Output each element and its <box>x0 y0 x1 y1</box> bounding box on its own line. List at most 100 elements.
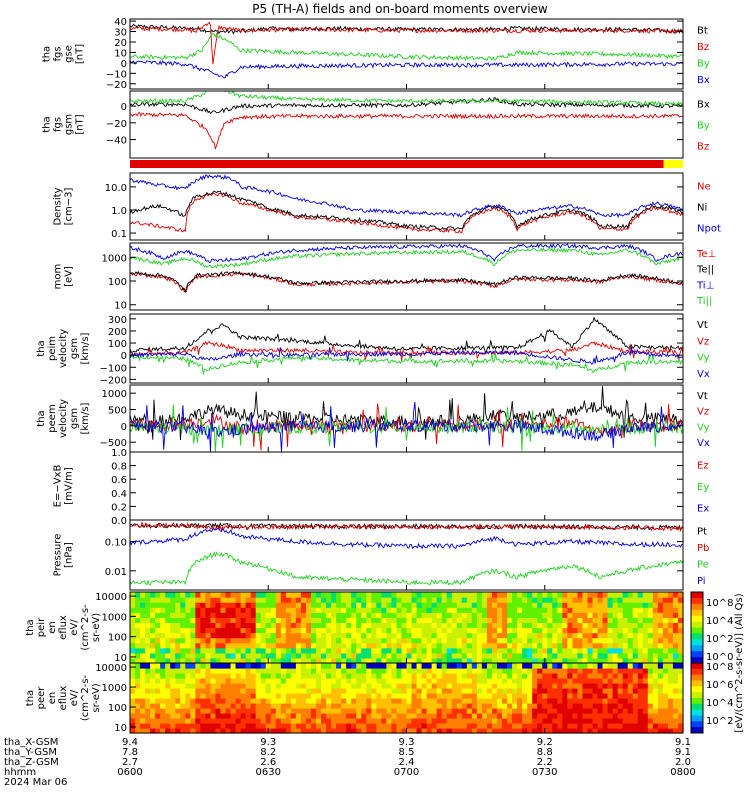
spectrogram-cell <box>672 602 679 608</box>
spectrogram-cell <box>632 663 639 669</box>
spectrogram-cell <box>130 617 136 624</box>
spectrogram-cell <box>607 723 614 729</box>
spectrogram-cell <box>376 713 382 719</box>
spectrogram-cell <box>466 637 473 644</box>
spectrogram-cell <box>622 693 629 699</box>
spectrogram-cell <box>280 642 287 649</box>
spectrogram-cell <box>255 632 262 639</box>
spectrogram-cell <box>602 622 609 629</box>
spectrogram-cell <box>441 607 448 613</box>
spectrogram-cell <box>135 678 141 684</box>
spectrogram-cell <box>622 728 629 734</box>
spectrogram-cell <box>260 708 267 714</box>
spectrogram-cell <box>140 673 146 679</box>
spectrogram-cell <box>517 678 523 684</box>
y-tick-label: 0 <box>121 59 127 70</box>
spectrogram-cell <box>280 627 287 634</box>
spectrogram-cell <box>527 663 533 669</box>
spectrogram-cell <box>537 617 543 624</box>
spectrogram-cell <box>225 627 232 634</box>
spectrogram-cell <box>587 612 594 618</box>
spectrogram-cell <box>130 652 136 659</box>
spectrogram-cell <box>637 693 644 699</box>
y-tick-label: 1000 <box>102 612 127 623</box>
spectrogram-cell <box>421 652 428 659</box>
spectrogram-cell <box>421 663 428 669</box>
spectrogram-cell <box>517 612 523 618</box>
spectrogram-cell <box>200 597 207 603</box>
spectrogram-cell <box>260 728 267 734</box>
spectrogram-cell <box>612 627 619 634</box>
spectrogram-cell <box>476 627 483 634</box>
spectrogram-cell <box>386 602 393 608</box>
spectrogram-cell <box>582 607 589 613</box>
spectrogram-cell <box>507 703 513 709</box>
spectrogram-cell <box>300 718 307 724</box>
spectrogram-cell <box>491 657 498 664</box>
spectrogram-cell <box>275 663 282 669</box>
legend-entry: Vz <box>697 336 709 347</box>
spectrogram-cell <box>466 683 473 689</box>
spectrogram-cell <box>356 627 362 634</box>
spectrogram-cell <box>642 713 649 719</box>
spectrogram-cell <box>210 723 217 729</box>
spectrogram-cell <box>195 723 201 729</box>
spectrogram-cell <box>537 602 543 608</box>
spectrogram-cell <box>527 612 533 618</box>
spectrogram-cell <box>592 627 599 634</box>
spectrogram-cell <box>190 673 196 679</box>
spectrogram-cell <box>381 632 387 639</box>
spectrogram-cell <box>321 657 327 664</box>
spectrogram-cell <box>140 668 146 674</box>
spectrogram-cell <box>607 627 614 634</box>
spectrogram-cell <box>446 698 453 704</box>
spectrogram-cell <box>235 607 242 613</box>
spectrogram-cell <box>305 703 312 709</box>
spectrogram-cell <box>451 632 458 639</box>
spectrogram-cell <box>215 622 222 629</box>
spectrogram-cell <box>592 632 599 639</box>
spectrogram-cell <box>220 683 227 689</box>
spectrogram-cell <box>657 602 664 608</box>
spectrogram-cell <box>200 607 207 613</box>
spectrogram-cell <box>677 632 684 639</box>
spectrogram-cell <box>657 728 664 734</box>
spectrogram-cell <box>170 642 176 649</box>
spectrogram-cell <box>170 663 176 669</box>
spectrogram-cell <box>662 632 669 639</box>
spectrogram-cell <box>190 668 196 674</box>
spectrogram-cell <box>220 627 227 634</box>
spectrogram-cell <box>562 657 568 664</box>
spectrogram-cell <box>481 693 488 699</box>
spectrogram-cell <box>361 728 367 734</box>
spectrogram-cell <box>305 592 312 598</box>
spectrogram-cell <box>381 668 387 674</box>
spectrogram-cell <box>331 673 337 679</box>
spectrogram-cell <box>255 693 262 699</box>
spectrogram-cell <box>300 647 307 654</box>
spectrogram-cell <box>150 592 156 598</box>
spectrogram-cell <box>260 637 267 644</box>
spectrogram-cell <box>552 612 558 618</box>
spectrogram-cell <box>612 637 619 644</box>
spectrogram-cell <box>245 663 252 669</box>
spectrogram-cell <box>637 713 644 719</box>
spectrogram-cell <box>662 637 669 644</box>
spectrogram-cell <box>406 678 413 684</box>
spectrogram-cell <box>527 657 533 664</box>
spectrogram-cell <box>456 622 463 629</box>
spectrogram-cell <box>567 673 573 679</box>
spectrogram-cell <box>652 602 659 608</box>
spectrogram-cell <box>401 602 408 608</box>
spectrogram-cell <box>305 668 312 674</box>
spectrogram-cell <box>336 622 342 629</box>
spectrogram-cell <box>587 668 594 674</box>
spectrogram-cell <box>235 678 242 684</box>
spectrogram-cell <box>441 632 448 639</box>
spectrogram-cell <box>195 708 201 714</box>
spectrogram-cell <box>667 642 674 649</box>
spectrogram-cell <box>270 683 277 689</box>
spectrogram-cell <box>175 723 181 729</box>
